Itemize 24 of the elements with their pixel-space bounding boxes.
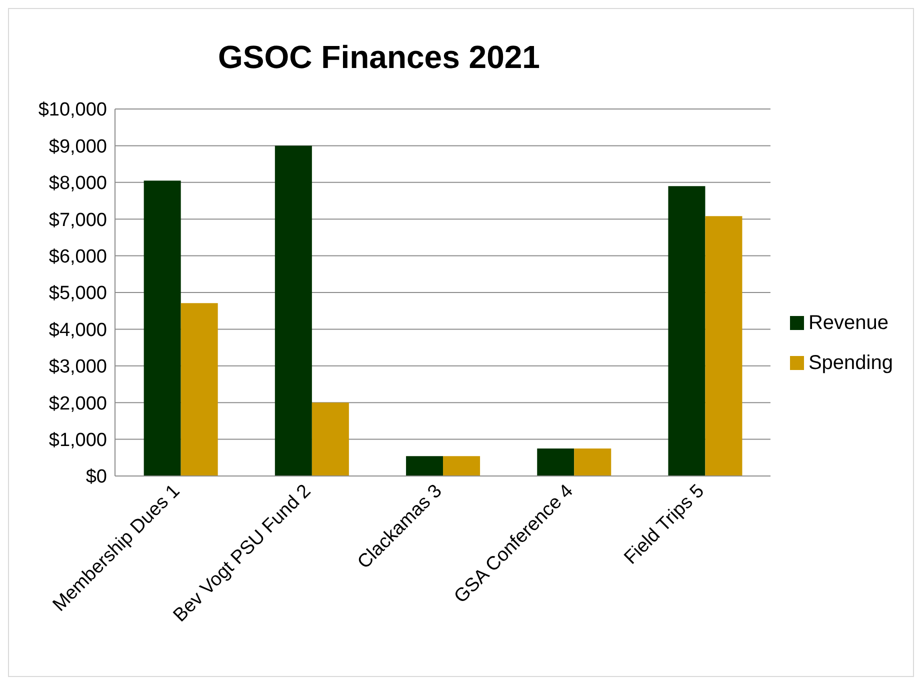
bar <box>406 456 444 476</box>
y-tick-label: $6,000 <box>48 246 107 268</box>
chart-title: GSOC Finances 2021 <box>217 39 541 76</box>
bar <box>537 448 574 476</box>
bar <box>312 402 349 476</box>
y-tick-label: $0 <box>86 466 107 488</box>
y-tick-label: $7,000 <box>48 210 107 231</box>
bar <box>705 216 742 476</box>
y-tick-label: $3,000 <box>48 356 107 378</box>
y-tick-label: $10,000 <box>38 100 107 121</box>
bar <box>274 146 312 476</box>
bar <box>443 456 480 476</box>
bar <box>574 448 612 476</box>
y-tick-label: $5,000 <box>48 283 107 304</box>
bar <box>144 180 181 476</box>
y-tick-label: $1,000 <box>48 430 107 452</box>
bar <box>668 186 706 476</box>
bar <box>180 303 218 476</box>
legend-label: Spending <box>808 352 893 374</box>
y-tick-label: $2,000 <box>48 393 107 414</box>
y-tick-label: $8,000 <box>48 173 107 194</box>
legend-label: Revenue <box>808 312 889 334</box>
y-tick-label: $4,000 <box>48 320 107 341</box>
y-tick-label: $9,000 <box>48 136 107 158</box>
